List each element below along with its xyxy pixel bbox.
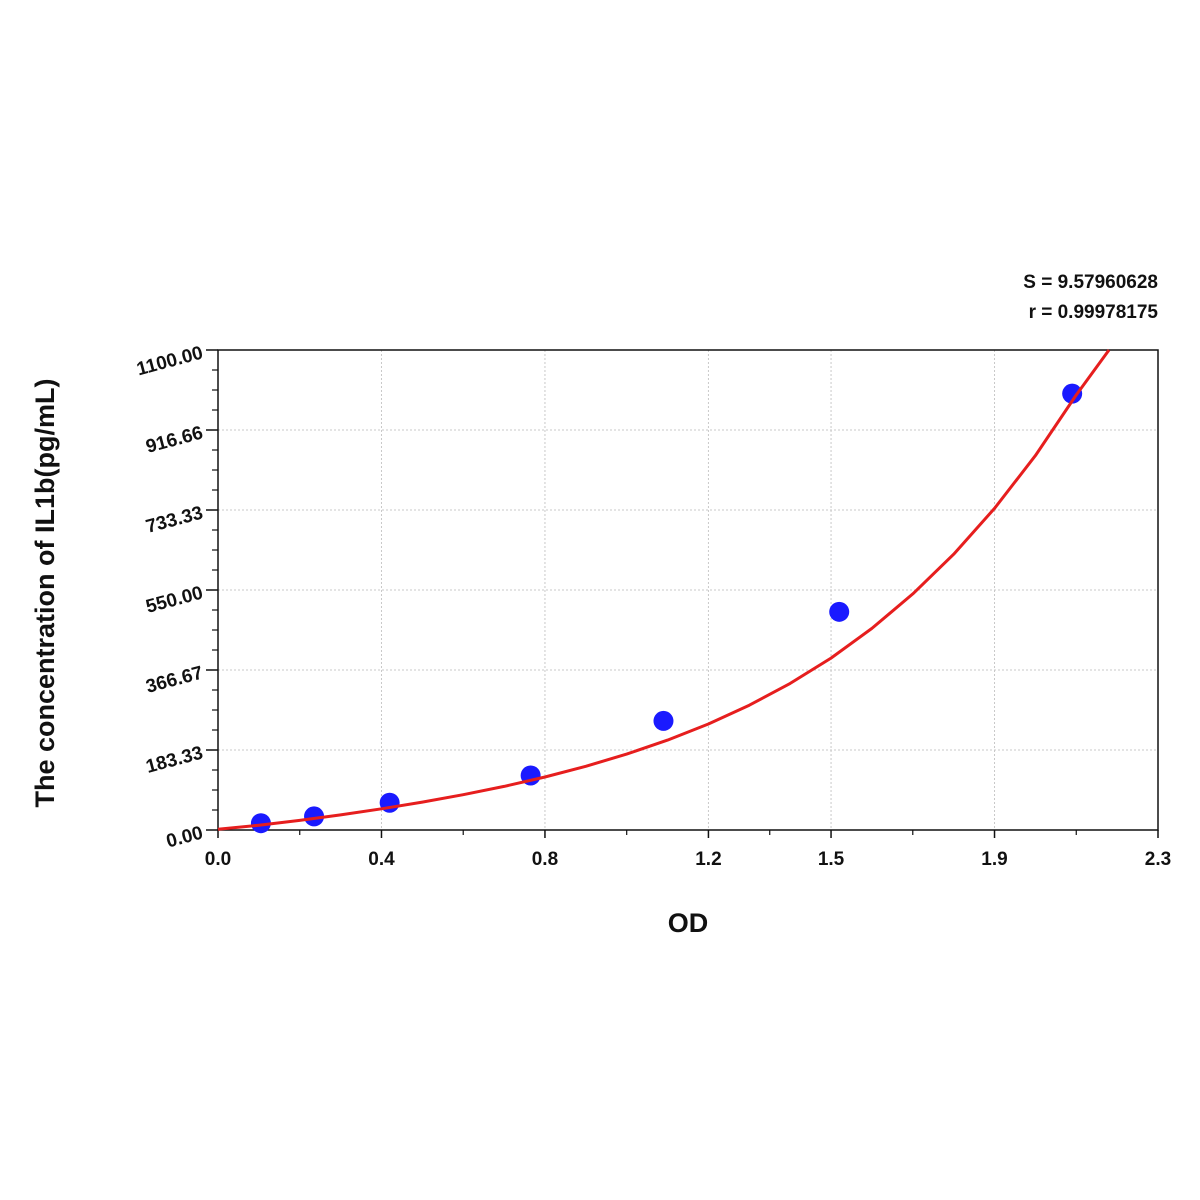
plot-area-frame: [217, 349, 1159, 831]
y-tick-label: 1100.00: [135, 343, 206, 381]
r-statistic-label: r = 0.99978175: [1028, 302, 1158, 323]
y-tick-label: 183.33: [144, 743, 206, 778]
x-tick-label: 0.8: [532, 849, 558, 870]
x-tick-label: 1.9: [981, 849, 1007, 870]
data-point: [653, 710, 674, 731]
x-tick-label: 0.4: [368, 849, 395, 870]
data-points: [250, 383, 1083, 834]
grid-lines: [218, 350, 1158, 830]
y-tick-label: 550.00: [144, 583, 206, 618]
axis-ticks: [206, 349, 1159, 838]
x-axis-title: OD: [668, 908, 709, 938]
y-tick-label: 0.00: [164, 823, 205, 853]
s-statistic-label: S = 9.57960628: [1023, 272, 1158, 293]
data-point: [304, 806, 325, 827]
x-tick-label: 2.3: [1145, 849, 1171, 870]
y-axis-title: The concentration of IL1b(pg/mL): [30, 379, 60, 808]
fit-curve-layer: [217, 349, 1111, 831]
x-tick-labels: 0.0 0.4 0.8 1.2 1.5 1.9 2.3: [205, 849, 1171, 870]
y-tick-labels: 0.00 183.33 366.67 550.00 733.33 916.66 1100.0…: [135, 343, 206, 853]
y-tick-label: 733.33: [144, 503, 206, 538]
data-point: [250, 813, 271, 834]
y-tick-label: 366.67: [144, 663, 206, 698]
data-point: [1062, 383, 1083, 404]
x-tick-label: 1.5: [818, 849, 845, 870]
y-tick-label: 916.66: [144, 423, 206, 458]
fit-curve-line: [217, 349, 1111, 831]
data-point: [829, 601, 850, 622]
x-tick-label: 1.2: [695, 849, 721, 870]
x-tick-label: 0.0: [205, 849, 231, 870]
